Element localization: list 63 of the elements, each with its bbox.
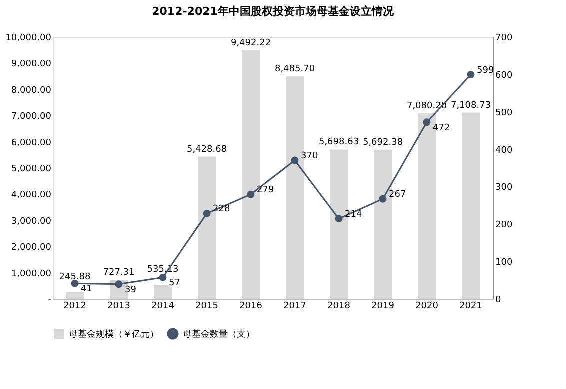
y-tick-label: 4,000.00: [11, 190, 52, 201]
x-tick-label: 2016: [240, 302, 263, 312]
x-tick-label: 2019: [372, 302, 395, 312]
point: [423, 118, 431, 126]
y2-tick-label: 200: [496, 220, 513, 231]
x-tick-label: 2017: [284, 302, 306, 312]
x-tick-label: 2014: [152, 302, 175, 312]
data-label: 727.31: [103, 268, 135, 278]
point: [335, 215, 343, 223]
y-tick-label: 6,000.00: [11, 138, 52, 148]
bar: [462, 112, 480, 299]
point: [203, 210, 211, 218]
data-label: 370: [301, 152, 318, 162]
x-tick-label: 2015: [196, 302, 218, 312]
point: [379, 195, 387, 203]
y2-tick-label: 500: [496, 108, 513, 118]
y-tick-label: 2,000.00: [11, 243, 52, 254]
point: [247, 190, 255, 198]
point: [291, 156, 299, 164]
data-label: 9,492.22: [230, 38, 272, 48]
point: [467, 71, 475, 79]
data-label: 245.88: [59, 272, 92, 283]
data-label: 7,108.73: [450, 100, 492, 111]
chart-title: 2012-2021年中国股权投资市场母基金设立情况: [152, 5, 395, 18]
x-tick-label: 2012: [64, 302, 86, 312]
data-label: 214: [345, 210, 362, 220]
y-tick-label: 5,000.00: [11, 164, 52, 174]
x-tick-label: 2013: [108, 302, 130, 312]
y-tick-label: 7,000.00: [11, 112, 52, 122]
y2-tick-label: 100: [496, 258, 513, 268]
y2-tick-label: 400: [496, 146, 513, 156]
x-tick-label: 2018: [328, 302, 351, 312]
legend-label: 母基金数量（支）: [183, 329, 255, 340]
bar: [154, 284, 172, 299]
y-tick-label: 8,000.00: [11, 86, 52, 96]
data-label: 5,428.68: [186, 144, 228, 155]
y2-tick-label: 0: [496, 296, 502, 306]
legend-label: 母基金规模（￥亿元）: [69, 329, 159, 340]
data-label: 41: [81, 284, 92, 295]
point: [71, 280, 79, 288]
y-tick-label: 1,000.00: [11, 269, 52, 280]
x-tick-label: 2021: [460, 302, 482, 312]
data-label: 279: [257, 186, 274, 196]
y-tick-label: 10,000.00: [6, 34, 52, 44]
x-tick-label: 2020: [416, 302, 439, 312]
point: [115, 280, 123, 288]
data-label: 599: [477, 66, 494, 76]
point: [159, 274, 167, 282]
data-label: 472: [433, 123, 450, 134]
data-label: 5,692.38: [362, 138, 404, 148]
data-label: 8,485.70: [274, 64, 316, 75]
y2-tick-label: 700: [496, 34, 513, 44]
y2-tick-label: 600: [496, 70, 513, 81]
data-label: 57: [169, 278, 180, 289]
data-label: 228: [213, 204, 230, 215]
y-tick-label: 3,000.00: [11, 216, 52, 227]
y2-tick-label: 300: [496, 183, 513, 194]
data-label: 5,698.63: [318, 138, 360, 148]
y-tick-label: 9,000.00: [11, 60, 52, 70]
data-label: 267: [389, 190, 406, 200]
y-tick-label: -: [48, 296, 52, 306]
data-label: 39: [125, 285, 137, 296]
bar: [66, 292, 84, 299]
